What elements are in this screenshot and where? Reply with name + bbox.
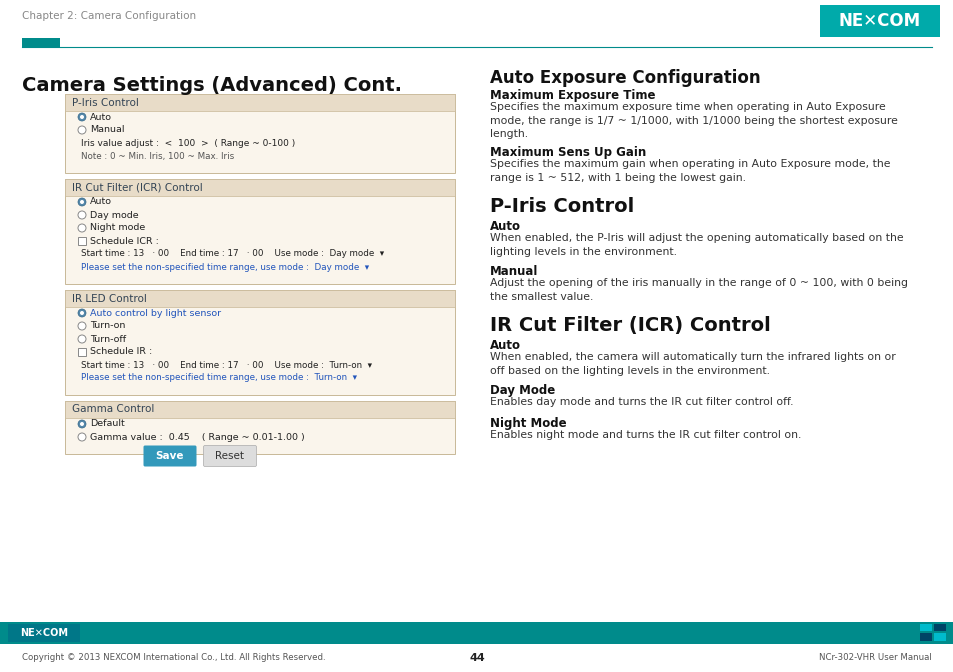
Text: Camera Settings (Advanced) Cont.: Camera Settings (Advanced) Cont. (22, 76, 401, 95)
Text: Manual: Manual (90, 126, 125, 134)
Text: Schedule ICR :: Schedule ICR : (90, 237, 159, 245)
Text: Gamma value :  0.45    ( Range ~ 0.01-1.00 ): Gamma value : 0.45 ( Range ~ 0.01-1.00 ) (90, 433, 304, 442)
Bar (65, 290, 455, 307)
Text: NE✕COM: NE✕COM (838, 12, 920, 30)
Circle shape (80, 115, 84, 119)
Text: Turn-on: Turn-on (90, 321, 125, 331)
Circle shape (80, 200, 84, 204)
Text: Night Mode: Night Mode (490, 417, 566, 430)
Text: Iris value adjust :  <  100  >  ( Range ~ 0-100 ): Iris value adjust : < 100 > ( Range ~ 0-… (81, 138, 294, 147)
FancyBboxPatch shape (203, 446, 256, 466)
Text: Night mode: Night mode (90, 224, 145, 233)
Text: Maximum Sens Up Gain: Maximum Sens Up Gain (490, 146, 645, 159)
Circle shape (78, 433, 86, 441)
Circle shape (78, 198, 86, 206)
Bar (65, 94, 455, 111)
Text: Turn-off: Turn-off (90, 335, 126, 343)
Text: P-Iris Control: P-Iris Control (490, 197, 634, 216)
Circle shape (78, 322, 86, 330)
Text: P-Iris Control: P-Iris Control (71, 97, 139, 108)
Circle shape (78, 335, 86, 343)
Text: Auto: Auto (90, 112, 112, 122)
Circle shape (78, 211, 86, 219)
Bar (8, 624, 80, 642)
Text: Manual: Manual (490, 265, 537, 278)
Bar (22, 38, 60, 47)
Text: Save: Save (155, 451, 184, 461)
Text: NE✕COM: NE✕COM (20, 628, 68, 638)
Bar (65, 94, 455, 173)
Text: Start time : 13   · 00    End time : 17   · 00    Use mode :  Day mode  ▾: Start time : 13 · 00 End time : 17 · 00 … (81, 249, 384, 259)
Bar (933, 633, 945, 641)
Text: Auto: Auto (490, 339, 520, 352)
Text: Auto Exposure Configuration: Auto Exposure Configuration (490, 69, 760, 87)
Circle shape (78, 126, 86, 134)
Text: Default: Default (90, 419, 125, 429)
Text: Day mode: Day mode (90, 210, 138, 220)
Bar (78, 347, 86, 355)
Text: Note : 0 ~ Min. Iris, 100 ~ Max. Iris: Note : 0 ~ Min. Iris, 100 ~ Max. Iris (81, 151, 234, 161)
Circle shape (80, 422, 84, 426)
Text: When enabled, the P-Iris will adjust the opening automatically based on the
ligh: When enabled, the P-Iris will adjust the… (490, 233, 902, 257)
Text: Chapter 2: Camera Configuration: Chapter 2: Camera Configuration (22, 11, 196, 21)
Text: Gamma Control: Gamma Control (71, 405, 154, 415)
Text: Copyright © 2013 NEXCOM International Co., Ltd. All Rights Reserved.: Copyright © 2013 NEXCOM International Co… (22, 653, 325, 663)
Bar (78, 237, 86, 245)
Text: Adjust the opening of the iris manually in the range of 0 ~ 100, with 0 being
th: Adjust the opening of the iris manually … (490, 278, 907, 302)
FancyBboxPatch shape (143, 446, 196, 466)
Bar (65, 401, 455, 454)
Text: Reset: Reset (215, 451, 244, 461)
Bar (65, 179, 455, 284)
Text: NCr-302-VHR User Manual: NCr-302-VHR User Manual (819, 653, 931, 663)
Text: Auto: Auto (490, 220, 520, 233)
Bar (0, 622, 953, 644)
Text: Auto: Auto (90, 198, 112, 206)
Text: Auto control by light sensor: Auto control by light sensor (90, 308, 221, 317)
Bar (65, 179, 455, 196)
Bar (919, 633, 931, 641)
Circle shape (80, 311, 84, 315)
Bar (65, 401, 455, 418)
Text: Start time : 13   · 00    End time : 17   · 00    Use mode :  Turn-on  ▾: Start time : 13 · 00 End time : 17 · 00 … (81, 360, 372, 370)
Bar (919, 624, 931, 631)
Text: Specifies the maximum exposure time when operating in Auto Exposure
mode, the ra: Specifies the maximum exposure time when… (490, 102, 897, 139)
Text: When enabled, the camera will automatically turn the infrared lights on or
off b: When enabled, the camera will automatica… (490, 352, 895, 376)
Text: Please set the non-specified time range, use mode :  Turn-on  ▾: Please set the non-specified time range,… (81, 374, 356, 382)
Text: Enables night mode and turns the IR cut filter control on.: Enables night mode and turns the IR cut … (490, 430, 801, 440)
Text: Day Mode: Day Mode (490, 384, 555, 397)
Circle shape (78, 420, 86, 428)
Text: IR LED Control: IR LED Control (71, 294, 147, 304)
Bar (820, 5, 939, 37)
Text: IR Cut Filter (ICR) Control: IR Cut Filter (ICR) Control (71, 183, 203, 192)
Circle shape (78, 224, 86, 232)
Text: Enables day mode and turns the IR cut filter control off.: Enables day mode and turns the IR cut fi… (490, 397, 793, 407)
Bar (65, 290, 455, 395)
Circle shape (78, 113, 86, 121)
Text: Please set the non-specified time range, use mode :  Day mode  ▾: Please set the non-specified time range,… (81, 263, 369, 271)
Bar (933, 624, 945, 631)
Text: Schedule IR :: Schedule IR : (90, 347, 152, 357)
Text: Specifies the maximum gain when operating in Auto Exposure mode, the
range is 1 : Specifies the maximum gain when operatin… (490, 159, 889, 183)
Text: IR Cut Filter (ICR) Control: IR Cut Filter (ICR) Control (490, 316, 770, 335)
Circle shape (78, 309, 86, 317)
Text: Maximum Exposure Time: Maximum Exposure Time (490, 89, 655, 102)
Text: 44: 44 (469, 653, 484, 663)
